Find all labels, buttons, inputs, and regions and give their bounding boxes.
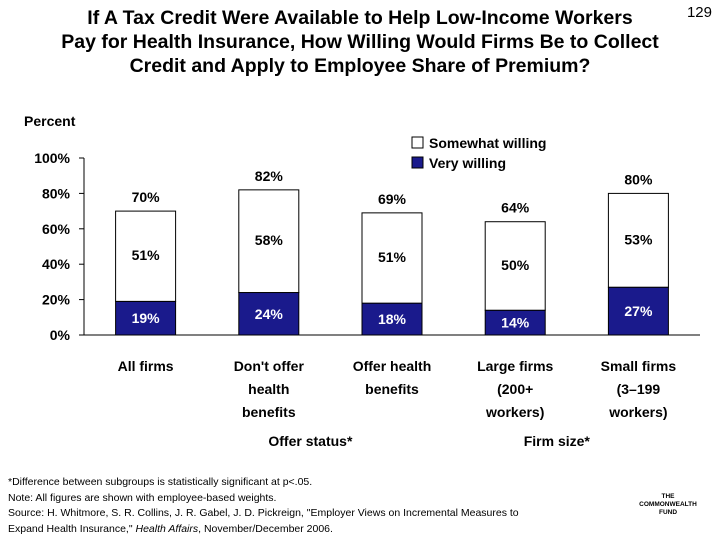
data-label-total: 80% [624, 171, 653, 187]
title-line-1: If A Tax Credit Were Available to Help L… [87, 7, 633, 29]
group-label-firm-size: Firm size* [524, 433, 591, 449]
y-tick-label: 60% [42, 221, 71, 237]
y-tick-label: 80% [42, 185, 71, 201]
legend-label-very-willing: Very willing [429, 155, 506, 171]
footnotes: *Difference between subgroups is statist… [8, 475, 618, 537]
legend-swatch-somewhat-willing [411, 136, 424, 149]
bar-somewhat-willing [484, 221, 546, 311]
title-line-3: Credit and Apply to Employee Share of Pr… [129, 55, 591, 77]
logo-line-2: COMMONWEALTH [639, 501, 697, 508]
x-category-label: All firms [118, 358, 174, 374]
footnote-significance: *Difference between subgroups is statist… [8, 476, 313, 488]
x-category-label: Small firms [601, 358, 677, 374]
bar-very-willing [238, 292, 300, 336]
footnote-source-post: , November/December 2006. [198, 522, 333, 535]
bar-somewhat-willing [361, 212, 423, 304]
data-label-total: 69% [378, 191, 407, 207]
y-tick-label: 100% [34, 150, 70, 166]
logo-line-3: FUND [658, 509, 678, 516]
bar-somewhat-willing [607, 192, 669, 288]
data-label-somewhat-willing: 53% [624, 231, 653, 247]
x-category-label: Large firms [477, 358, 553, 374]
data-label-somewhat-willing: 58% [255, 232, 284, 248]
stacked-bar-chart: Percent 0% 20% 40% 60% 80% 100% 19% 51% 70% All fi… [24, 113, 700, 449]
bar-very-willing [361, 302, 423, 336]
data-label-very-willing: 24% [255, 306, 284, 322]
bar-very-willing [115, 300, 177, 336]
x-category-label: Offer health [353, 358, 432, 374]
y-tick-label: 20% [42, 292, 71, 308]
footnote-source: Source: H. Whitmore, S. R. Collins, J. R… [8, 507, 519, 519]
group-label-offer-status: Offer status* [268, 433, 353, 449]
slide-number: 129 [686, 4, 712, 21]
data-label-total: 64% [501, 200, 530, 216]
data-label-somewhat-willing: 51% [378, 249, 407, 265]
x-category-label: Don't offer [234, 358, 305, 374]
legend-swatch-very-willing [411, 156, 424, 169]
x-category-label: workers) [608, 404, 667, 420]
data-label-somewhat-willing: 50% [501, 257, 530, 273]
chart-title: If A Tax Credit Were Available to Help L… [0, 6, 720, 78]
data-label-very-willing: 19% [132, 310, 161, 326]
y-tick-label: 0% [50, 327, 71, 343]
x-category-label: benefits [365, 381, 419, 397]
title-line-2: Pay for Health Insurance, How Willing Wo… [61, 31, 659, 53]
y-axis-label: Percent [24, 113, 76, 129]
x-category-label: workers) [485, 404, 544, 420]
data-label-total: 82% [255, 168, 284, 184]
footnote-source-cont: Expand Health Insurance," Health Affairs… [8, 522, 618, 538]
bar-somewhat-willing [238, 189, 300, 294]
data-label-very-willing: 27% [624, 303, 653, 319]
bar-somewhat-willing [115, 210, 177, 302]
data-label-total: 70% [132, 189, 161, 205]
footnote-source-pre: Expand Health Insurance," [8, 522, 136, 535]
footnote-journal: Health Affairs [135, 522, 199, 535]
data-label-very-willing: 18% [378, 311, 407, 327]
x-category-label: benefits [242, 404, 296, 420]
y-tick-label: 40% [42, 256, 71, 272]
x-category-label: (3–199 [617, 381, 661, 397]
x-category-label: (200+ [497, 381, 533, 397]
footnote-note: Note: All figures are shown with employe… [8, 491, 277, 504]
logo-line-1: THE [661, 493, 675, 500]
legend-label-somewhat-willing: Somewhat willing [429, 135, 546, 151]
commonwealth-fund-logo: THE COMMONWEALTH FUND [636, 478, 700, 532]
x-category-label: health [248, 381, 289, 397]
bar-very-willing [607, 286, 669, 336]
data-label-very-willing: 14% [501, 315, 530, 331]
data-label-somewhat-willing: 51% [132, 247, 161, 263]
